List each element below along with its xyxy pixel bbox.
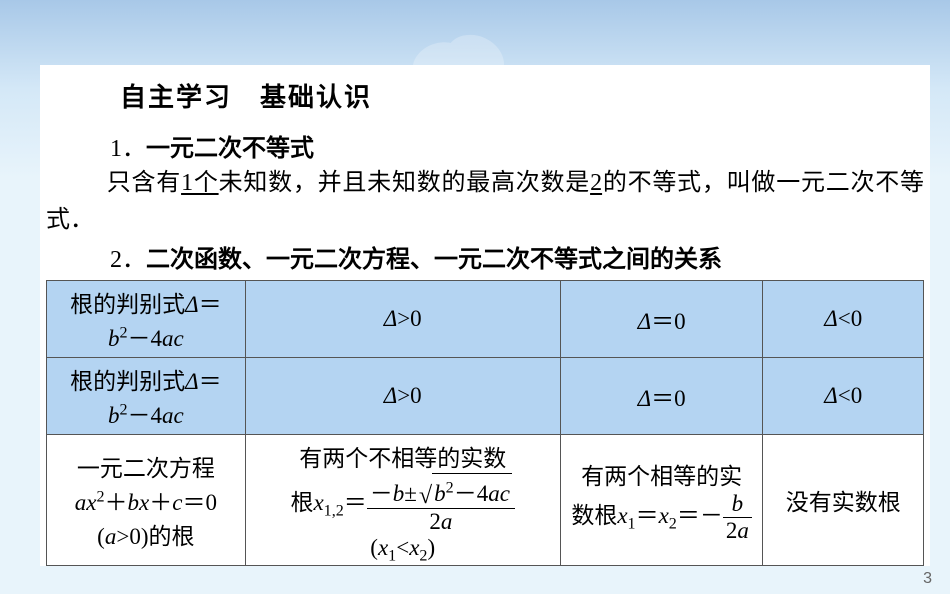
table-cell: 根的判别式Δ＝b2－4ac: [47, 358, 246, 435]
table-cell: Δ＝0: [560, 358, 763, 435]
page-title: 自主学习 基础认识: [40, 77, 930, 114]
table-row: 根的判别式Δ＝b2－4acΔ>0Δ＝0Δ<0: [47, 281, 924, 358]
section-1-body: 只含有1个未知数，并且未知数的最高次数是2的不等式，叫做一元二次不等式．: [40, 165, 930, 239]
table-cell: 根的判别式Δ＝b2－4ac: [47, 281, 246, 358]
table-cell: Δ<0: [763, 281, 924, 358]
table-cell: Δ<0: [763, 358, 924, 435]
section-2-number: 2．: [110, 247, 146, 273]
table-cell: Δ>0: [245, 358, 560, 435]
table-cell: 一元二次方程ax2＋bx＋c＝0(a>0)的根: [47, 435, 246, 566]
table-cell: 有两个不相等的实数根x1,2＝－b±√b2－4ac2a(x1<x2): [245, 435, 560, 566]
section-2-title: 二次函数、一元二次方程、一元二次不等式之间的关系: [146, 246, 722, 273]
body-text: 只含有: [106, 170, 181, 196]
table-cell: 有两个相等的实数根x1＝x2＝－b2a: [560, 435, 763, 566]
section-1-title: 一元二次不等式: [146, 135, 314, 162]
table-cell: Δ>0: [245, 281, 560, 358]
underline-text: 1个: [181, 170, 219, 196]
section-2-heading: 2．二次函数、一元二次方程、一元二次不等式之间的关系: [40, 239, 930, 274]
table-row: 一元二次方程ax2＋bx＋c＝0(a>0)的根有两个不相等的实数根x1,2＝－b…: [47, 435, 924, 566]
table-cell: 没有实数根: [763, 435, 924, 566]
relationship-table: 根的判别式Δ＝b2－4acΔ>0Δ＝0Δ<0根的判别式Δ＝b2－4acΔ>0Δ＝…: [46, 280, 924, 566]
table-row: 根的判别式Δ＝b2－4acΔ>0Δ＝0Δ<0: [47, 358, 924, 435]
page-number: 3: [923, 570, 932, 588]
body-text: 未知数，并且未知数的最高次数是: [219, 170, 590, 196]
section-1-heading: 1．一元二次不等式: [40, 128, 930, 163]
table-cell: Δ＝0: [560, 281, 763, 358]
content-panel: 自主学习 基础认识 1．一元二次不等式 只含有1个未知数，并且未知数的最高次数是…: [40, 65, 930, 566]
underline-text: 2: [590, 170, 602, 196]
section-1-number: 1．: [110, 136, 146, 162]
